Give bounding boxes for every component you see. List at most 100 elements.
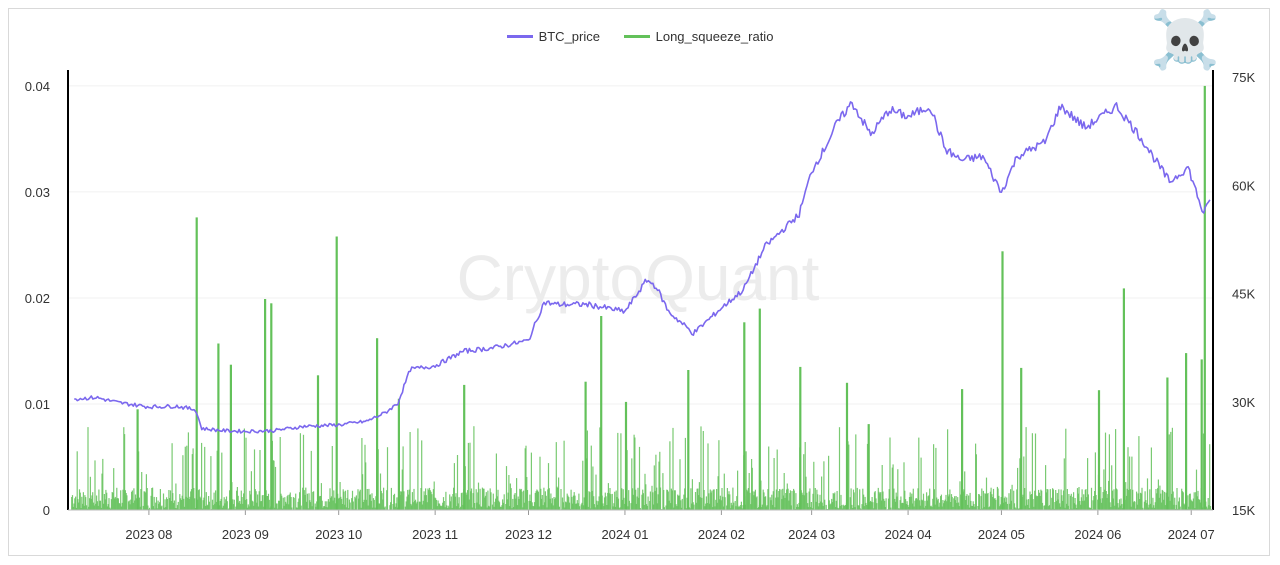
ratio-bar [885,498,887,510]
y-right-tick-label: 15K [1232,503,1255,518]
ratio-spike-bar [195,217,198,510]
ratio-bar [326,501,328,510]
ratio-bar [815,501,817,510]
x-tick-label: 2024 06 [1074,527,1121,542]
x-tick-label: 2023 10 [315,527,362,542]
ratio-bar [260,501,262,510]
ratio-bar [182,455,184,510]
ratio-bar [434,497,436,510]
ratio-bars-layer [71,85,1212,511]
ratio-bar [631,458,633,510]
ratio-bar [686,497,688,510]
ratio-bar [299,433,301,510]
ratio-bar [551,503,553,510]
ratio-bar [702,431,704,510]
ratio-bar [1075,504,1077,510]
ratio-bar [1199,499,1201,510]
ratio-bar [358,491,361,510]
ratio-bar [406,496,408,510]
ratio-bar [427,488,429,510]
ratio-bar [1084,489,1086,510]
ratio-bar [127,501,130,510]
ratio-bar [320,496,322,510]
ratio-bar [383,487,385,510]
ratio-bar [426,502,428,510]
ratio-bar [830,503,832,510]
ratio-bar [782,488,784,510]
ratio-bar [1077,493,1079,510]
ratio-bar [758,507,760,510]
ratio-bar [75,496,77,510]
ratio-bar [927,496,929,510]
ratio-bar [739,506,741,510]
ratio-bar [362,474,364,510]
ratio-bar [150,495,152,510]
legend-label-btc-price: BTC_price [538,29,600,44]
ratio-bar [837,507,839,510]
ratio-bar [638,497,640,510]
ratio-bar [1168,434,1170,510]
ratio-bar [489,488,491,510]
ratio-spike-bar [961,389,964,510]
ratio-bar [488,505,490,510]
ratio-bar [547,489,549,510]
ratio-bar [483,488,485,510]
ratio-bar [1138,436,1140,510]
ratio-bar [642,489,644,510]
ratio-bar [554,497,557,510]
ratio-bar [1078,487,1080,510]
ratio-bar [327,507,329,510]
ratio-bar [1005,501,1007,510]
ratio-bar [635,489,637,510]
legend-item-btc-price[interactable]: BTC_price [506,29,600,44]
ratio-bar [221,452,223,510]
ratio-bar [810,502,812,510]
ratio-bar [546,507,548,510]
ratio-bar [811,508,813,510]
ratio-bar [561,497,564,510]
ratio-bar [257,506,259,510]
ratio-bar [261,495,263,510]
ratio-bar [975,443,977,510]
ratio-bar [761,504,763,510]
ratio-bar [627,506,629,510]
ratio-bar [631,488,634,510]
ratio-bar [949,489,951,510]
ratio-bar [1081,489,1083,510]
ratio-bar [186,445,188,510]
legend-item-long-squeeze-ratio[interactable]: Long_squeeze_ratio [623,29,773,44]
ratio-bar [295,493,297,510]
ratio-bar [751,467,753,510]
ratio-bar [411,492,413,510]
ratio-bar [300,505,302,510]
ratio-bar [507,492,509,510]
ratio-bar [1003,498,1005,510]
ratio-bar [537,490,539,510]
ratio-bar [85,497,87,510]
ratio-bar [603,497,606,510]
ratio-bar [177,501,179,510]
ratio-bar [873,492,876,510]
ratio-bar [1134,501,1136,510]
ratio-bar [576,500,578,510]
ratio-bar [277,508,279,510]
ratio-bar [845,504,847,510]
ratio-bar [382,499,384,510]
ratio-bar [338,497,340,510]
ratio-bar [1105,491,1107,510]
ratio-bar [935,447,937,510]
ratio-bar [370,500,372,510]
ratio-bar [864,496,866,510]
ratio-bar [893,488,895,510]
ratio-bar [411,505,413,510]
ratio-bar [563,440,565,510]
ratio-bar [716,502,718,510]
ratio-bar [272,460,274,510]
ratio-bar [589,492,591,510]
ratio-bar [472,493,474,510]
ratio-bar [134,494,137,510]
ratio-bar [998,495,1000,510]
ratio-bar [1060,489,1062,510]
ratio-bar [226,501,228,510]
ratio-bar [1065,428,1067,510]
